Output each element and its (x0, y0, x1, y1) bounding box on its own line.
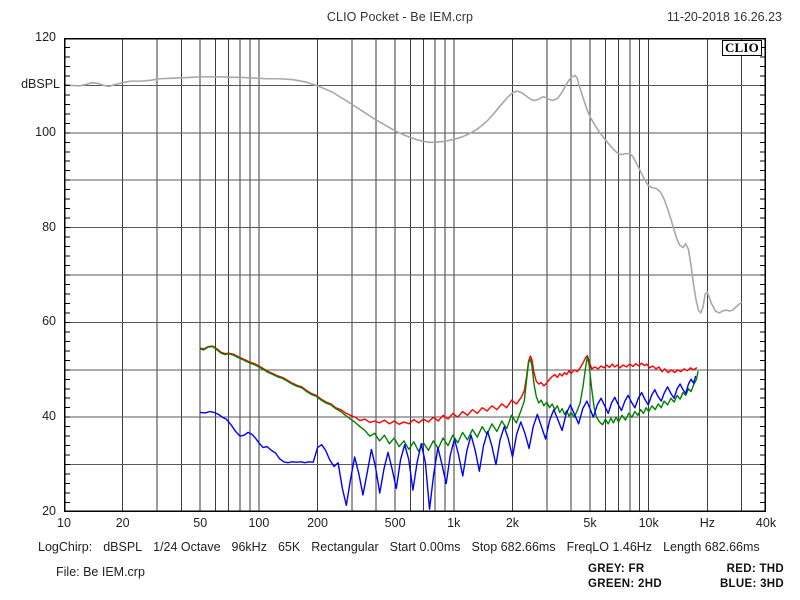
y-axis-tick-80: 80 (42, 219, 56, 234)
setting-item: 96kHz (231, 540, 267, 554)
x-axis-tick-40k: 40k (755, 516, 777, 530)
x-axis-tick-1k: 1k (447, 516, 461, 530)
file-name-label: File: Be IEM.crp (56, 565, 145, 579)
setting-item: 1/24 Octave (153, 540, 221, 554)
legend-red-thd: RED: THD (726, 563, 784, 575)
x-axis-tick-2k: 2k (505, 516, 520, 530)
legend-grey-fr: GREY: FR (588, 563, 645, 575)
legend-row: GREEN: 2HD BLUE: 3HD (588, 577, 784, 592)
legend-blue-3hd: BLUE: 3HD (719, 578, 784, 590)
x-axis-tick-5k: 5k (583, 516, 597, 530)
series-legend: GREY: FR RED: THD GREEN: 2HD BLUE: 3HD (588, 562, 784, 592)
setting-item: Stop 682.66ms (471, 540, 556, 554)
x-axis-tick-Hz: Hz (699, 516, 715, 530)
setting-item: Rectangular (311, 540, 379, 554)
clio-watermark-logo: CLIO (721, 40, 762, 56)
legend-row: GREY: FR RED: THD (588, 562, 784, 577)
y-axis-tick-20: 20 (42, 504, 56, 518)
x-axis-tick-10k: 10k (638, 516, 659, 530)
y-axis-tick-120: 120 (35, 30, 56, 44)
setting-item: Start 0.00ms (389, 540, 461, 554)
measurement-timestamp: 11-20-2018 16.26.23 (666, 10, 782, 24)
legend-green-2hd: GREEN: 2HD (588, 578, 662, 590)
x-axis-tick-200: 200 (307, 516, 328, 530)
chart-plot-area[interactable]: CLIO (64, 38, 766, 512)
header: CLIO Pocket - Be IEM.crp 11-20-2018 16.2… (0, 10, 800, 26)
x-axis-tick-500: 500 (384, 516, 406, 530)
measurement-settings-row: LogChirp: dBSPL 1/24 Octave 96kHz 65K Rectang… (38, 540, 771, 554)
setting-item: FreqLO 1.46Hz (566, 540, 653, 554)
setting-item: dBSPL (103, 540, 143, 554)
x-axis-tick-20: 20 (115, 516, 130, 530)
frequency-response-chart[interactable] (64, 38, 766, 512)
x-axis-tick-100: 100 (248, 516, 270, 530)
y-axis-tick-100: 100 (35, 124, 56, 139)
setting-item: Length 682.66ms (663, 540, 760, 554)
x-axis-tick-10: 10 (57, 516, 71, 530)
y-axis-tick-60: 60 (42, 314, 56, 329)
y-axis-unit-label: dBSPL (21, 77, 60, 92)
x-axis-tick-50: 50 (193, 516, 208, 530)
setting-item: LogChirp: (38, 540, 93, 554)
y-axis-tick-40: 40 (42, 409, 56, 424)
page-title: CLIO Pocket - Be IEM.crp (326, 10, 474, 24)
setting-item: 65K (277, 540, 301, 554)
